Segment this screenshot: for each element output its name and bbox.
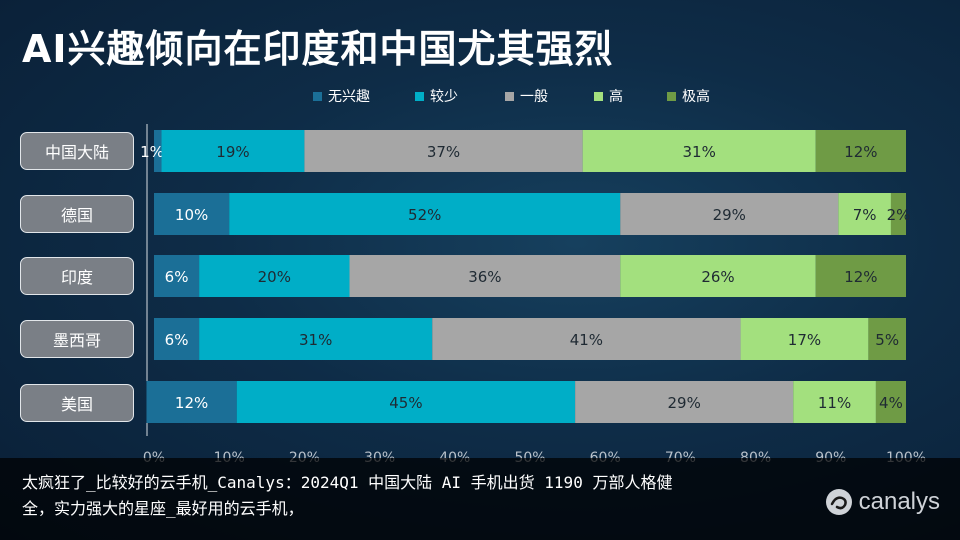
legend: 无兴趣 较少 一般 高 极高 [0, 86, 960, 106]
bar-segment [793, 381, 876, 423]
bar-segment [199, 255, 350, 297]
bar-segment [815, 130, 906, 172]
bar-segment [236, 381, 576, 423]
bar-segment [815, 255, 906, 297]
category-label-usa: 美国 [20, 384, 134, 422]
data-label: 12% [844, 143, 877, 161]
legend-swatch [667, 91, 676, 101]
category-label-india: 印度 [20, 257, 134, 295]
bar-segment [229, 193, 621, 235]
data-label: 4% [879, 394, 903, 412]
canalys-logo-icon [825, 489, 852, 515]
bar-segment [304, 130, 583, 172]
category-label-china: 中国大陆 [20, 132, 134, 170]
data-label: 41% [570, 331, 603, 349]
bar-segment [868, 318, 906, 360]
data-label: 31% [683, 143, 716, 161]
brand-name: canalys [858, 488, 940, 515]
bar-segment [620, 255, 816, 297]
legend-label: 高 [609, 89, 623, 105]
caption-text: 太疯狂了_比较好的云手机_Canalys：2024Q1 中国大陆 AI 手机出货… [22, 473, 673, 518]
data-label: 36% [468, 268, 501, 286]
legend-swatch [313, 91, 322, 101]
legend-item-very-high: 极高 [667, 86, 710, 106]
data-label: 7% [853, 206, 877, 224]
data-label: 19% [216, 143, 249, 161]
data-label: 29% [713, 206, 746, 224]
legend-swatch [505, 91, 514, 101]
legend-item-high: 高 [594, 86, 623, 106]
legend-item-no-interest: 无兴趣 [313, 86, 370, 106]
bar-segment [582, 130, 816, 172]
category-label-germany: 德国 [20, 195, 134, 233]
bar-segment [154, 318, 200, 360]
legend-swatch [415, 91, 424, 101]
bar-segment [890, 193, 906, 235]
bar-segment [349, 255, 621, 297]
data-label: 6% [165, 331, 189, 349]
data-label: 2% [887, 206, 911, 224]
bar-segment [575, 381, 794, 423]
bar-segment [875, 381, 906, 423]
legend-label: 较少 [430, 89, 458, 105]
legend-label: 一般 [520, 89, 548, 105]
brand-logo: canalys [825, 488, 940, 516]
data-label: 29% [667, 394, 700, 412]
bar-segment [154, 193, 230, 235]
bar-segment [838, 193, 891, 235]
chart-title: AI兴趣倾向在印度和中国尤其强烈 [22, 27, 614, 71]
bar-segment [154, 255, 200, 297]
data-label: 12% [175, 394, 208, 412]
bar-segment [146, 381, 237, 423]
data-label: 12% [844, 268, 877, 286]
data-label: 5% [875, 331, 899, 349]
legend-swatch [594, 91, 603, 101]
legend-label: 无兴趣 [328, 89, 370, 105]
data-label: 45% [389, 394, 422, 412]
legend-label: 极高 [682, 89, 710, 105]
bar-segment [199, 318, 433, 360]
bar-segment [161, 130, 305, 172]
legend-item-little: 较少 [415, 86, 458, 106]
data-label: 11% [818, 394, 851, 412]
data-label: 37% [427, 143, 460, 161]
data-label: 20% [258, 268, 291, 286]
data-label: 10% [175, 206, 208, 224]
bar-segment [432, 318, 741, 360]
bar-segment [620, 193, 839, 235]
data-label: 17% [788, 331, 821, 349]
data-label: 31% [299, 331, 332, 349]
data-label: 26% [701, 268, 734, 286]
data-label: 52% [408, 206, 441, 224]
data-label: 1% [140, 143, 164, 161]
data-label: 6% [165, 268, 189, 286]
bar-segment [740, 318, 869, 360]
category-label-mexico: 墨西哥 [20, 320, 134, 358]
legend-item-moderate: 一般 [505, 86, 548, 106]
caption-overlay: 太疯狂了_比较好的云手机_Canalys：2024Q1 中国大陆 AI 手机出货… [0, 458, 960, 540]
bar-segment [154, 130, 162, 172]
